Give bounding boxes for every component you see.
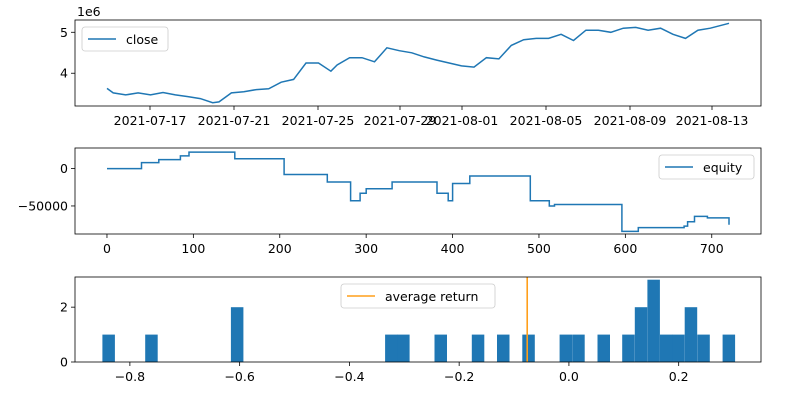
histogram-bar: [660, 334, 673, 362]
histogram-legend-box: [340, 283, 496, 309]
close-price-panel: 2021-07-17 2021-07-21 2021-07-25 2021-07-29…: [60, 4, 762, 128]
close-plot-area: [106, 22, 730, 104]
equity-x-tick-label: 0: [103, 241, 111, 256]
histogram-bar: [722, 334, 736, 362]
histogram-x-tick-label: −0.6: [224, 369, 254, 384]
equity-x-tick-label: 700: [700, 241, 724, 256]
histogram-x-tick-label: −0.4: [334, 369, 364, 384]
close-series-line: [106, 22, 730, 104]
close-y-axis: 45: [60, 25, 75, 81]
equity-legend: equity: [658, 154, 755, 180]
average-return-legend-label: average return: [385, 289, 478, 304]
histogram-x-tick-label: −0.8: [115, 369, 145, 384]
close-offset-label: 1e6: [77, 4, 101, 19]
equity-x-tick-label: 500: [527, 241, 551, 256]
close-legend-label: close: [126, 32, 159, 47]
histogram-bar: [522, 334, 535, 362]
equity-x-tick-label: 100: [181, 241, 205, 256]
close-x-axis: 2021-07-17 2021-07-21 2021-07-25 2021-07-29…: [114, 106, 749, 128]
histogram-y-tick-label: 2: [60, 300, 68, 315]
equity-x-tick-label: 600: [613, 241, 637, 256]
histogram-plot-area: [102, 277, 736, 362]
close-x-tick-label: 2021-07-21: [198, 113, 271, 128]
histogram-bar: [102, 334, 115, 362]
histogram-bar: [622, 334, 635, 362]
equity-axes-frame: [74, 147, 762, 235]
equity-series-line: [107, 151, 730, 233]
close-legend: close: [81, 26, 169, 52]
close-x-tick-label: 2021-08-01: [426, 113, 499, 128]
close-x-tick-label: 2021-07-25: [282, 113, 355, 128]
equity-x-tick-label: 300: [354, 241, 378, 256]
equity-legend-label: equity: [703, 160, 743, 175]
equity-legend-box: [658, 154, 755, 180]
equity-x-tick-label: 400: [441, 241, 465, 256]
histogram-bar: [597, 334, 610, 362]
histogram-bar: [497, 334, 510, 362]
close-legend-box: [81, 26, 169, 52]
close-y-tick-label: 4: [60, 66, 68, 81]
close-x-tick-label: 2021-08-09: [594, 113, 667, 128]
histogram-axes-frame: [74, 276, 762, 363]
histogram-bar: [397, 334, 410, 362]
close-x-tick-label: 2021-07-17: [114, 113, 187, 128]
histogram-bar: [471, 334, 485, 362]
equity-plot-area: [107, 151, 730, 233]
equity-y-tick-label: 0: [60, 161, 68, 176]
histogram-bar: [385, 334, 398, 362]
histogram-x-tick-label: 0.2: [669, 369, 689, 384]
histogram-bar: [647, 279, 660, 362]
returns-histogram-panel: −0.8 −0.6 −0.4 −0.2 0.0 0.2 02 average return: [60, 276, 762, 384]
close-axes-frame: [74, 19, 762, 107]
equity-y-axis: 0 −50000: [18, 161, 75, 213]
close-x-tick-label: 2021-08-13: [676, 113, 749, 128]
histogram-x-tick-label: −0.2: [444, 369, 474, 384]
histogram-legend: average return: [340, 283, 496, 309]
histogram-y-tick-label: 0: [60, 355, 68, 370]
histogram-bar: [684, 307, 698, 362]
histogram-x-tick-label: 0.0: [559, 369, 579, 384]
equity-y-tick-label: −50000: [18, 198, 68, 213]
equity-x-tick-label: 200: [268, 241, 292, 256]
close-x-tick-label: 2021-08-05: [510, 113, 583, 128]
histogram-bar: [697, 334, 710, 362]
equity-x-axis: 0 100 200 300 400 500 600 700: [103, 234, 724, 256]
histogram-bar: [145, 334, 158, 362]
histogram-bar: [572, 334, 585, 362]
histogram-bar: [634, 307, 648, 362]
equity-panel: 0 100 200 300 400 500 600 700 0 −50000 equity: [18, 147, 762, 256]
histogram-y-axis: 02: [60, 300, 75, 370]
histogram-bar: [230, 307, 244, 362]
close-y-tick-label: 5: [60, 25, 68, 40]
histogram-bar: [672, 334, 685, 362]
close-x-tick-label: 2021-07-29: [364, 113, 437, 128]
histogram-bar: [559, 334, 573, 362]
histogram-bar: [434, 334, 447, 362]
histogram-x-axis: −0.8 −0.6 −0.4 −0.2 0.0 0.2: [115, 362, 689, 384]
